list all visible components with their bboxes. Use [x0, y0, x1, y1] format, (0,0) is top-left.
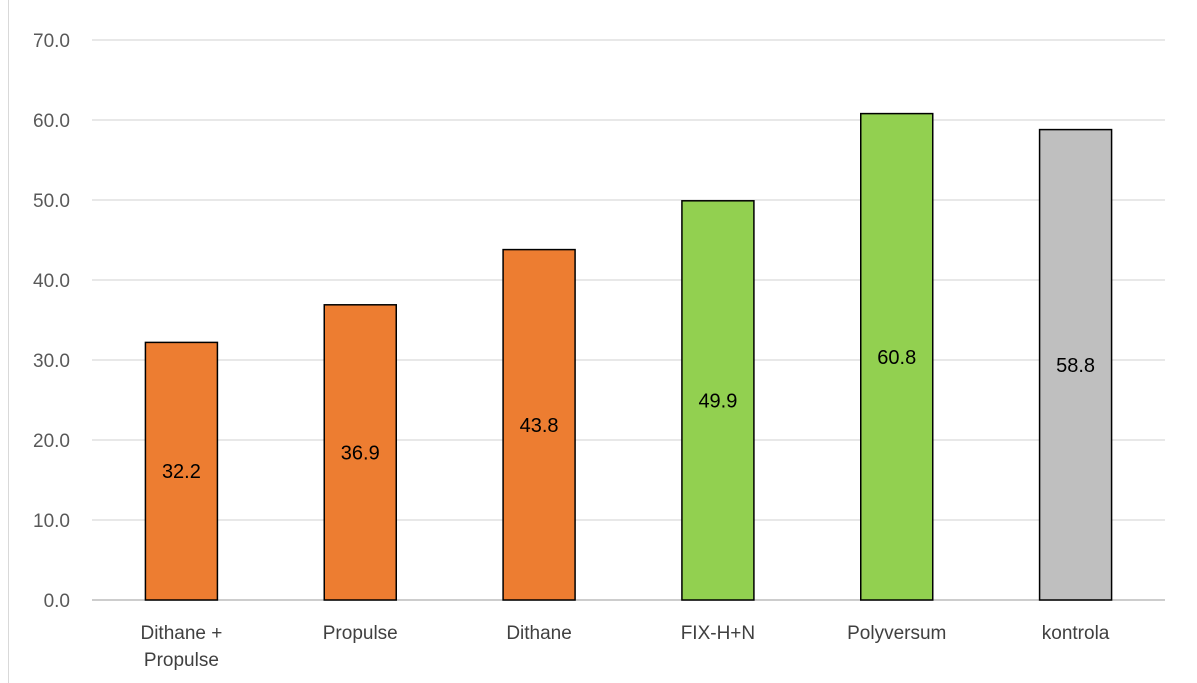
y-tick-label: 30.0	[33, 351, 70, 372]
y-tick-label: 60.0	[33, 111, 70, 132]
y-tick-label: 40.0	[33, 271, 70, 292]
bars	[144, 112, 1113, 601]
bar	[323, 304, 397, 601]
bar-value-label: 49.9	[698, 390, 737, 412]
x-tick-label: FIX-H+N	[681, 623, 755, 644]
y-tick-label: 10.0	[33, 511, 70, 532]
bar-value-label: 36.9	[341, 442, 380, 464]
y-tick-label: 20.0	[33, 431, 70, 452]
y-tick-label: 0.0	[44, 591, 70, 612]
x-tick-label: kontrola	[1042, 623, 1110, 644]
bar	[681, 200, 755, 601]
y-axis-ticks: 0.0 10.0 20.0 30.0 40.0 50.0 60.0 70.0	[33, 31, 70, 612]
bar-value-label: 43.8	[520, 415, 559, 437]
x-tick-label: Dithane + Propulse	[140, 623, 222, 671]
y-tick-label: 70.0	[33, 31, 70, 52]
x-axis-labels: Dithane + Propulse Propulse Dithane FIX-H+N P…	[140, 623, 1109, 671]
x-tick-label: Dithane	[506, 623, 572, 644]
x-tick-label: Polyversum	[847, 623, 946, 644]
bar	[860, 112, 934, 601]
bar-value-label: 58.8	[1056, 355, 1095, 377]
bar-value-label: 32.2	[162, 461, 201, 483]
bar	[1038, 128, 1113, 601]
chart-frame	[8, 0, 1197, 683]
x-tick-label: Propulse	[323, 623, 398, 644]
data-labels: 32.2 36.9 43.8 49.9 60.8 58.8	[162, 347, 1095, 483]
bar	[502, 248, 576, 601]
bar	[144, 341, 219, 601]
gridlines	[92, 39, 1165, 601]
bar-value-label: 60.8	[877, 347, 916, 369]
y-tick-label: 50.0	[33, 191, 70, 212]
